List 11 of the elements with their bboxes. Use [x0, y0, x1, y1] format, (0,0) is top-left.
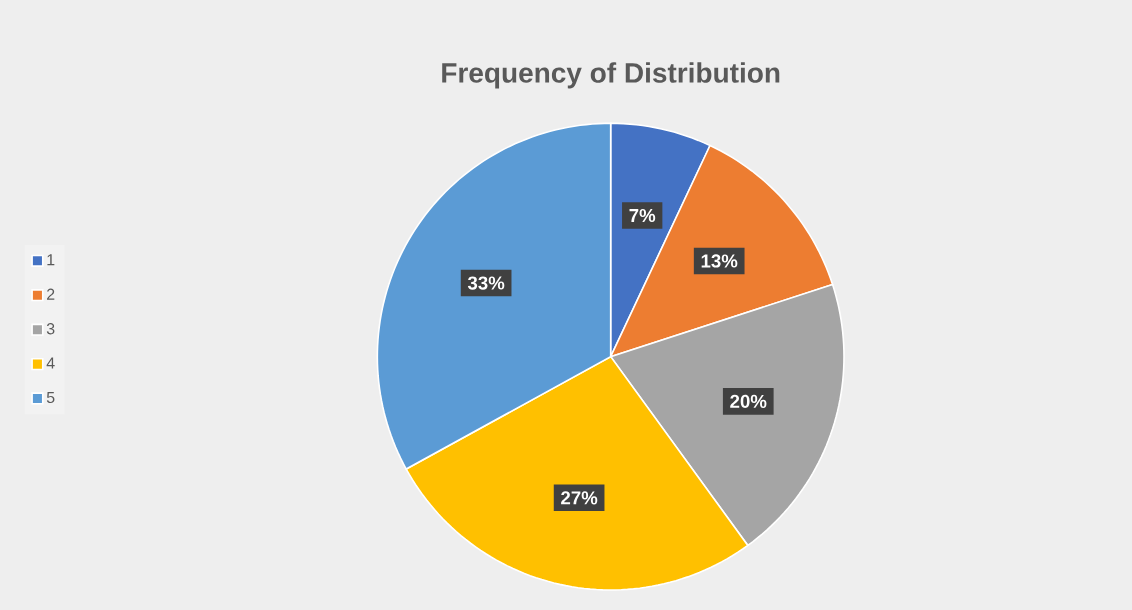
data-label: 13% — [701, 254, 738, 268]
legend-label: 4 — [46, 357, 55, 369]
data-label: 7% — [629, 208, 656, 223]
data-label: 20% — [730, 394, 767, 408]
legend-label: 1 — [47, 254, 55, 266]
legend-label: 2 — [47, 288, 55, 300]
legend-label: 5 — [46, 391, 55, 404]
legend-label: 3 — [46, 323, 55, 335]
data-label: 27% — [561, 491, 598, 505]
data-label: 33% — [467, 276, 505, 290]
chart-title: Frequency of Distribution — [442, 62, 780, 89]
